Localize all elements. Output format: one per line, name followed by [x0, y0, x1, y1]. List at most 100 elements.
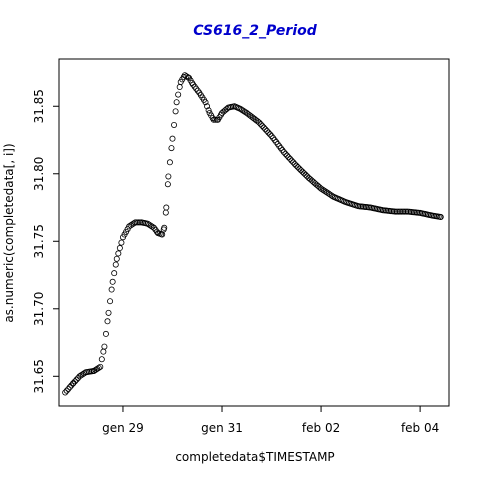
data-point	[291, 160, 298, 167]
data-points	[62, 72, 444, 396]
data-point	[318, 185, 325, 192]
data-point	[396, 208, 403, 215]
x-tick-label: gen 29	[102, 421, 144, 435]
x-tick-label: feb 04	[401, 421, 439, 435]
data-point	[294, 164, 301, 171]
data-point	[71, 378, 78, 385]
data-point	[113, 255, 120, 262]
data-point	[299, 168, 306, 175]
data-point	[282, 150, 289, 157]
data-point	[173, 99, 180, 106]
data-point	[165, 173, 172, 180]
data-point	[266, 131, 273, 138]
data-point	[256, 119, 263, 126]
data-point	[111, 270, 118, 277]
x-axis: gen 29 gen 31 feb 02 feb 04	[102, 406, 439, 435]
plot-frame	[58, 58, 450, 407]
data-point	[168, 145, 175, 152]
data-point	[327, 191, 334, 198]
data-point	[126, 223, 133, 230]
data-point	[322, 188, 329, 195]
data-point	[92, 366, 99, 373]
data-point	[268, 132, 275, 139]
data-point	[392, 208, 399, 215]
data-point	[287, 155, 294, 162]
data-point	[204, 103, 211, 110]
data-point	[118, 239, 125, 246]
data-point	[164, 181, 171, 188]
data-point	[163, 204, 170, 211]
data-point	[284, 152, 291, 159]
data-point	[133, 219, 140, 226]
data-point	[76, 373, 83, 380]
data-point	[321, 187, 328, 194]
data-point	[169, 135, 176, 142]
data-point	[324, 189, 331, 196]
y-tick-label: 31.85	[32, 89, 46, 123]
data-point	[116, 245, 123, 252]
data-point	[147, 222, 154, 229]
data-point	[271, 137, 278, 144]
data-point	[136, 219, 143, 226]
data-point	[398, 208, 405, 215]
data-point	[403, 208, 410, 215]
data-point	[280, 149, 287, 156]
data-point	[276, 143, 283, 150]
data-point	[65, 385, 72, 392]
data-point	[239, 106, 246, 113]
data-point	[395, 208, 402, 215]
y-tick-label: 31.70	[32, 292, 46, 326]
data-point	[135, 219, 142, 226]
data-point	[240, 107, 247, 114]
x-tick-label: feb 02	[302, 421, 340, 435]
data-point	[293, 162, 300, 169]
data-point	[302, 171, 309, 178]
data-point	[393, 208, 400, 215]
data-point	[172, 108, 179, 115]
data-point	[301, 170, 308, 177]
data-point	[112, 261, 119, 268]
data-point	[101, 343, 108, 350]
data-point	[401, 208, 408, 215]
data-point	[260, 124, 267, 131]
data-point	[150, 224, 157, 231]
data-point	[205, 107, 212, 114]
data-point	[273, 139, 280, 146]
data-point	[70, 380, 77, 387]
y-axis-label: as.numeric(completedata[, i])	[2, 143, 16, 322]
y-axis: 31.65 31.70 31.75 31.80 31.85	[32, 89, 59, 393]
x-tick-label: gen 31	[201, 421, 243, 435]
data-point	[62, 389, 69, 396]
y-tick-label: 31.80	[32, 157, 46, 191]
data-point	[104, 318, 111, 325]
data-point	[79, 371, 86, 378]
data-point	[115, 250, 122, 257]
data-point	[400, 208, 407, 215]
data-point	[91, 367, 98, 374]
data-point	[63, 387, 70, 394]
data-point	[296, 165, 303, 172]
data-point	[73, 376, 80, 383]
data-point	[193, 85, 200, 92]
data-point	[166, 159, 173, 166]
data-point	[105, 309, 112, 316]
data-point	[98, 356, 105, 363]
data-point	[171, 121, 178, 128]
data-point	[109, 278, 116, 285]
data-point	[78, 372, 85, 379]
data-point	[161, 224, 168, 231]
data-point	[130, 220, 137, 227]
data-point	[288, 157, 295, 164]
data-point	[263, 127, 270, 134]
data-point	[237, 105, 244, 112]
data-point	[290, 159, 297, 166]
data-point	[102, 330, 109, 337]
data-point	[146, 221, 153, 228]
data-point	[191, 83, 198, 90]
data-point	[97, 363, 104, 370]
data-point	[144, 220, 151, 227]
data-point	[270, 134, 277, 141]
data-point	[175, 91, 182, 98]
data-point	[149, 223, 156, 230]
